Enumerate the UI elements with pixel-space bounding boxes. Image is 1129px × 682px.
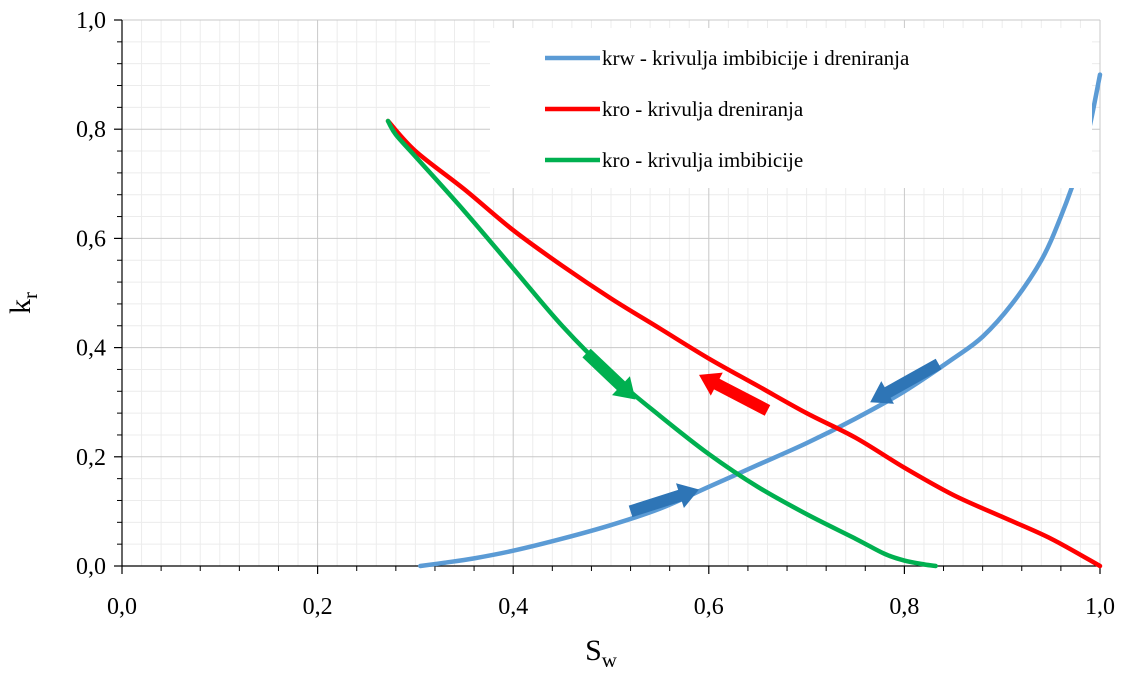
y-tick-label: 0,2: [76, 445, 106, 471]
series-line-krw: [418, 72, 1103, 569]
y-tick-label: 0,6: [76, 226, 106, 252]
series-line-kro-dreniranja: [385, 118, 1103, 569]
arrow-kro-imbibition: [582, 348, 636, 400]
x-axis-title: Sw: [585, 634, 618, 672]
grid-layer: [122, 19, 1101, 566]
y-axis-title: kr: [4, 292, 42, 314]
arrow-krw-drainage: [870, 358, 942, 404]
x-axis-title-subscript: w: [602, 648, 618, 672]
y-tick-label: 0,0: [76, 554, 106, 580]
arrow-kro-drainage: [699, 372, 771, 416]
y-tick-label: 0,4: [76, 336, 106, 362]
x-tick-label: 0,2: [303, 594, 333, 620]
x-tick-label: 0,0: [107, 594, 137, 620]
series-line-kro-imbibicije: [385, 118, 938, 569]
x-tick-label: 0,6: [694, 594, 724, 620]
arrow-layer: [582, 348, 942, 518]
y-axis-title-subscript: r: [18, 292, 42, 299]
x-tick-label: 0,4: [498, 594, 528, 620]
legend-label: kro - krivulja dreniranja: [602, 97, 804, 121]
y-tick-label: 0,8: [76, 117, 106, 143]
series-layer: [385, 72, 1103, 569]
x-tick-label: 0,8: [889, 594, 919, 620]
legend-label: krw - krivulja imbibicije i dreniranja: [602, 46, 910, 70]
y-tick-label: 1,0: [76, 8, 106, 34]
legend: krw - krivulja imbibicije i dreniranja kr…: [490, 28, 1092, 188]
legend-label: kro - krivulja imbibicije: [602, 148, 803, 172]
x-tick-label: 1,0: [1085, 594, 1115, 620]
arrow-krw-imbibition: [628, 483, 700, 518]
